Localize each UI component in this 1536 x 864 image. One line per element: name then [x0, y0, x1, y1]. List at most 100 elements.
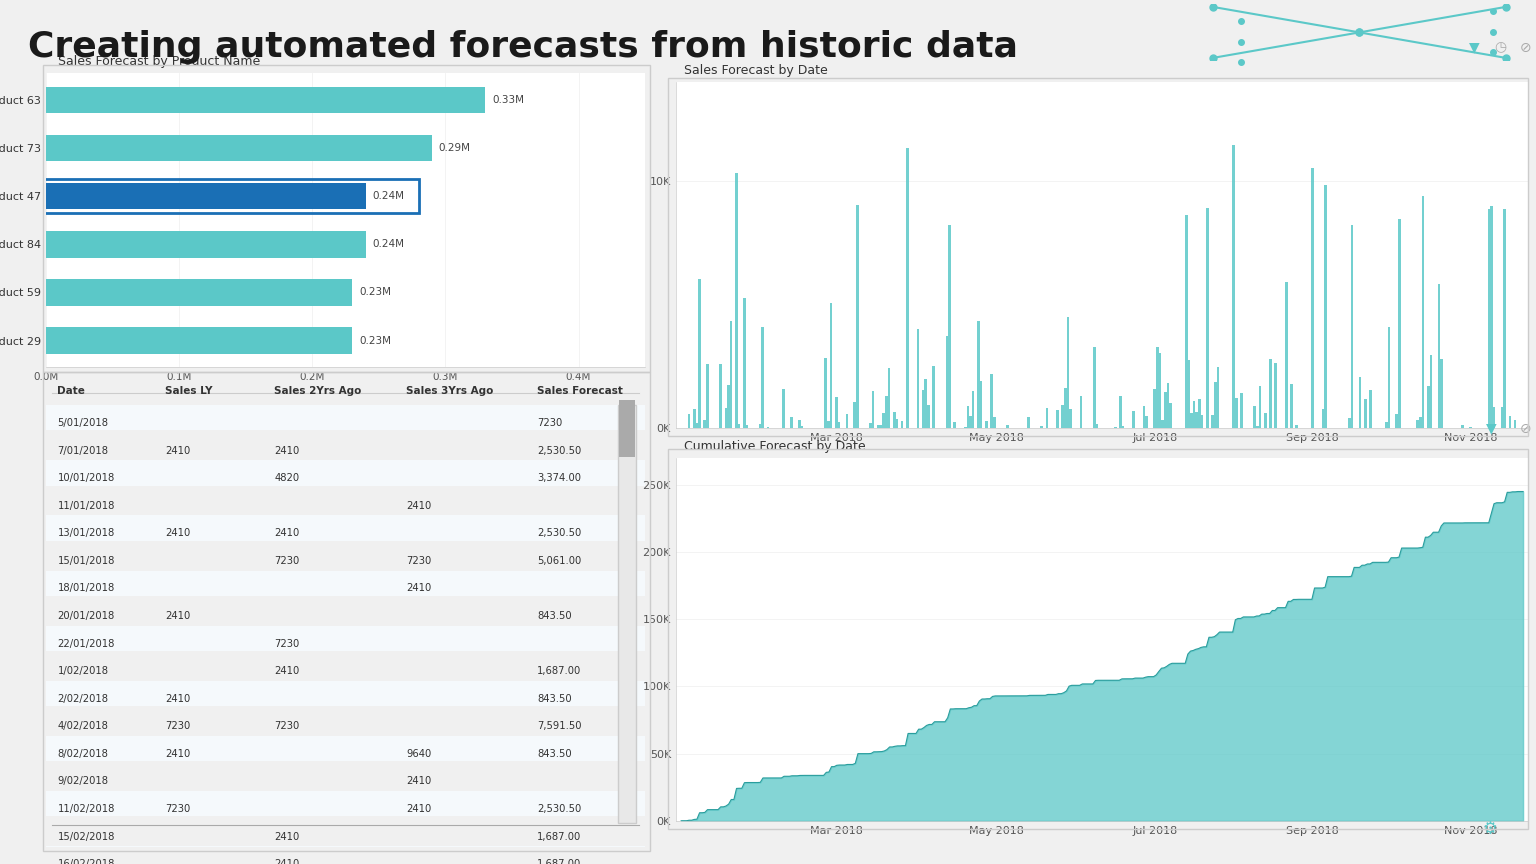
Bar [1359, 378, 1361, 428]
Bar [932, 366, 935, 428]
FancyBboxPatch shape [46, 516, 645, 541]
Bar [1212, 415, 1213, 428]
Text: Sales Forecast by Product Name: Sales Forecast by Product Name [58, 55, 260, 68]
Bar [743, 298, 745, 428]
Text: 2410: 2410 [275, 529, 300, 538]
Text: 7230: 7230 [166, 721, 190, 731]
Text: 1,687.00: 1,687.00 [538, 859, 582, 864]
Bar [1422, 196, 1424, 428]
Bar [759, 424, 762, 428]
Bar [1275, 363, 1276, 428]
Text: Date: Date [57, 385, 86, 396]
Bar [1006, 425, 1009, 428]
Text: 0.23M: 0.23M [359, 288, 392, 297]
Bar [719, 364, 722, 428]
Bar [1324, 185, 1327, 428]
Bar [46, 279, 352, 306]
Bar [992, 416, 995, 428]
Bar [1256, 426, 1258, 428]
Bar [1514, 420, 1516, 428]
Text: 2410: 2410 [275, 831, 300, 842]
Text: 2/02/2018: 2/02/2018 [57, 694, 109, 703]
FancyBboxPatch shape [46, 791, 645, 816]
Bar [1369, 390, 1372, 428]
Text: 2410: 2410 [406, 777, 432, 786]
Text: ⚙: ⚙ [1482, 820, 1498, 838]
Text: 13/01/2018: 13/01/2018 [57, 529, 115, 538]
Text: 11/02/2018: 11/02/2018 [57, 804, 115, 814]
Bar [1164, 392, 1166, 428]
Text: 7230: 7230 [406, 556, 432, 566]
Text: 1,687.00: 1,687.00 [538, 831, 582, 842]
Bar [46, 135, 432, 162]
Bar [969, 416, 972, 428]
Text: 2410: 2410 [406, 804, 432, 814]
Bar [1258, 386, 1261, 428]
Bar [1064, 388, 1066, 428]
Text: 1/02/2018: 1/02/2018 [57, 666, 109, 677]
Text: 7230: 7230 [275, 721, 300, 731]
Bar [1080, 396, 1083, 428]
Bar [1416, 420, 1419, 428]
Bar [1217, 367, 1220, 428]
Bar [1508, 416, 1511, 428]
Text: 9/02/2018: 9/02/2018 [57, 777, 109, 786]
Text: 4820: 4820 [275, 473, 300, 483]
Bar [1146, 416, 1147, 428]
Bar [1427, 386, 1430, 428]
Bar [1169, 403, 1172, 428]
Text: ▼: ▼ [1485, 422, 1496, 435]
Bar [922, 391, 925, 428]
Bar [1157, 347, 1158, 428]
Bar [906, 148, 909, 428]
Text: 3,374.00: 3,374.00 [538, 473, 581, 483]
Bar [1240, 392, 1243, 428]
Bar [1312, 168, 1313, 428]
Text: 15/01/2018: 15/01/2018 [57, 556, 115, 566]
Bar [46, 232, 366, 257]
FancyBboxPatch shape [617, 404, 636, 823]
Bar [1193, 401, 1195, 428]
Text: Sales 2Yrs Ago: Sales 2Yrs Ago [275, 385, 361, 396]
Bar [872, 391, 874, 428]
Bar [1398, 219, 1401, 428]
Bar [46, 327, 352, 354]
Bar [837, 422, 840, 428]
Text: 7230: 7230 [275, 638, 300, 649]
Text: 2410: 2410 [406, 501, 432, 511]
Bar [1286, 283, 1287, 428]
Text: 7230: 7230 [275, 556, 300, 566]
Bar [1061, 404, 1064, 428]
Bar [1504, 209, 1505, 428]
Bar [1430, 355, 1432, 428]
Bar [693, 409, 696, 428]
Bar [1468, 427, 1471, 428]
Bar [869, 422, 872, 428]
Text: 22/01/2018: 22/01/2018 [57, 638, 115, 649]
Text: 2410: 2410 [166, 749, 190, 759]
Text: 2410: 2410 [275, 859, 300, 864]
Text: ▼: ▼ [1468, 41, 1479, 54]
Bar [1066, 317, 1069, 428]
Text: 843.50: 843.50 [538, 694, 571, 703]
Text: 2410: 2410 [166, 529, 190, 538]
Bar [877, 425, 880, 428]
Bar [1493, 407, 1496, 428]
Bar [1350, 226, 1353, 428]
Text: Sales Forecast by Date: Sales Forecast by Date [685, 64, 828, 77]
Bar [980, 381, 983, 428]
FancyBboxPatch shape [46, 461, 645, 486]
Bar [900, 422, 903, 428]
Bar [782, 389, 785, 428]
Bar [1487, 209, 1490, 428]
Bar [825, 358, 826, 428]
Bar [1028, 417, 1029, 428]
Bar [1501, 407, 1504, 428]
Bar [688, 415, 690, 428]
Text: 0.24M: 0.24M [372, 239, 404, 250]
Text: 7,591.50: 7,591.50 [538, 721, 582, 731]
Text: 843.50: 843.50 [538, 611, 571, 621]
Text: 0.23M: 0.23M [359, 335, 392, 346]
FancyBboxPatch shape [46, 405, 645, 430]
Text: 7230: 7230 [538, 418, 562, 428]
